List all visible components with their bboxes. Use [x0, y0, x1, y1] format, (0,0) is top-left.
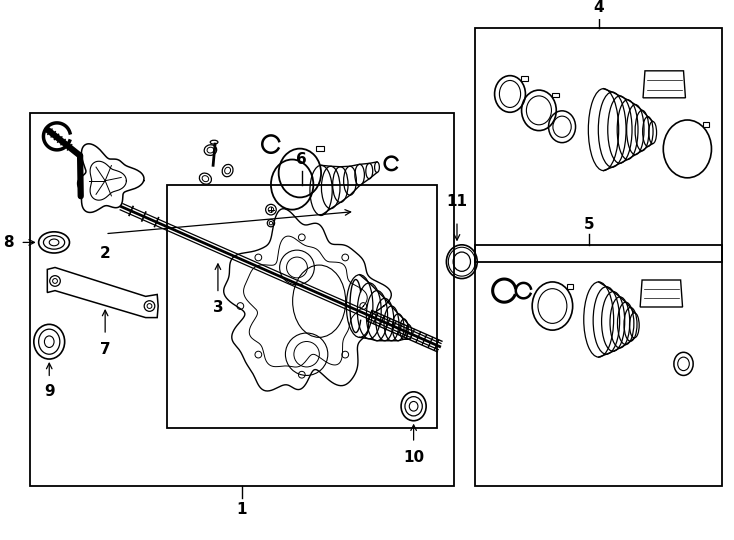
Text: 10: 10	[403, 450, 424, 464]
Text: 6: 6	[297, 152, 307, 167]
Text: 3: 3	[213, 300, 223, 315]
Text: 1: 1	[237, 502, 247, 517]
Text: 11: 11	[446, 194, 468, 208]
Text: 9: 9	[44, 384, 54, 399]
Text: 2: 2	[100, 246, 111, 261]
Text: 7: 7	[100, 342, 110, 357]
Text: 4: 4	[593, 0, 604, 15]
Text: 5: 5	[584, 217, 595, 232]
Text: 8: 8	[3, 235, 13, 250]
